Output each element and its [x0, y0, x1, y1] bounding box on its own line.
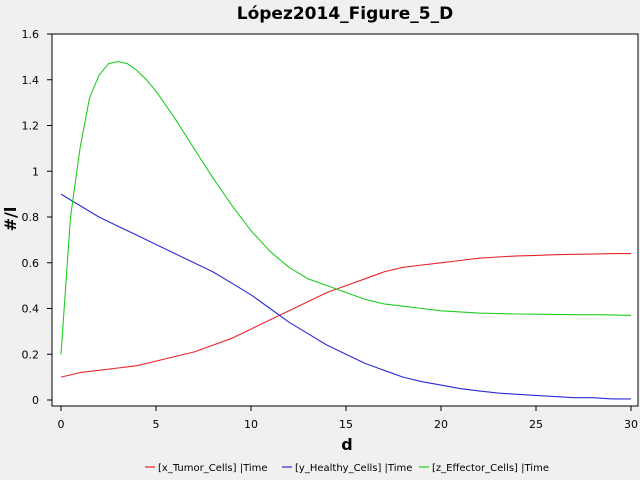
x-tick-label: 5: [153, 418, 160, 431]
y-tick-label: 1.6: [22, 28, 40, 41]
x-tick-label: 15: [339, 418, 353, 431]
x-tick-label: 20: [434, 418, 448, 431]
y-tick-label: 0.2: [22, 348, 40, 361]
axes: 0 5 10 15 20 25 30 0 0.2 0.4 0.6 0.8 1 1.2 1.4 1.6: [22, 28, 639, 431]
x-tick-label: 0: [58, 418, 65, 431]
series-line-1: [60, 193, 631, 400]
legend: [x_Tumor_Cells] |Time [y_Healthy_Cells] |…: [145, 463, 549, 474]
plot-area: [51, 33, 639, 407]
x-tick-label: 30: [624, 418, 638, 431]
series-line-2: [60, 60, 632, 355]
x-axis-label: d: [341, 435, 352, 454]
series-line-0: [60, 253, 631, 378]
x-tick-label: 10: [244, 418, 258, 431]
y-tick-label: 0.4: [22, 303, 40, 316]
y-tick-label: 1: [32, 165, 39, 178]
x-tick-label: 25: [529, 418, 543, 431]
series-group: [60, 60, 632, 400]
y-tick-label: 0.8: [22, 211, 40, 224]
legend-label: [z_Effector_Cells] |Time: [432, 463, 549, 474]
y-tick-label: 0.6: [22, 257, 40, 270]
y-axis-label: #/l: [1, 207, 20, 232]
legend-label: [y_Healthy_Cells] |Time: [295, 463, 412, 474]
legend-label: [x_Tumor_Cells] |Time: [158, 463, 268, 474]
chart-title: López2014_Figure_5_D: [237, 4, 453, 24]
y-tick-label: 1.4: [22, 74, 40, 87]
y-tick-label: 1.2: [22, 120, 40, 133]
y-tick-label: 0: [32, 394, 39, 407]
